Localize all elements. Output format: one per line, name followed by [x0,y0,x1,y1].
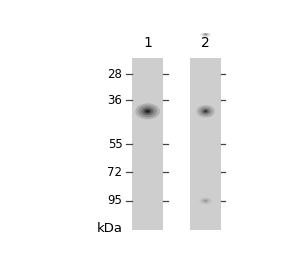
Ellipse shape [139,105,157,117]
Ellipse shape [203,33,209,36]
Ellipse shape [203,109,209,113]
Bar [190,58,221,230]
Text: 72: 72 [107,166,122,179]
Text: kDa: kDa [96,222,122,235]
Ellipse shape [201,108,210,114]
Ellipse shape [135,103,160,119]
Bar [132,58,163,230]
Ellipse shape [204,110,207,112]
Ellipse shape [205,34,206,35]
Ellipse shape [200,31,211,38]
Ellipse shape [199,106,213,116]
Text: 2: 2 [201,36,210,50]
Ellipse shape [144,109,151,114]
Ellipse shape [205,200,206,201]
Text: 1: 1 [143,36,152,50]
Ellipse shape [196,105,215,118]
Text: 28: 28 [107,68,122,81]
Ellipse shape [141,107,154,115]
Ellipse shape [204,200,208,202]
Ellipse shape [201,32,210,37]
Ellipse shape [204,33,207,35]
Text: 95: 95 [107,194,122,207]
Ellipse shape [146,110,149,112]
Text: 36: 36 [107,94,122,107]
Text: 55: 55 [108,138,122,151]
Ellipse shape [202,199,209,203]
